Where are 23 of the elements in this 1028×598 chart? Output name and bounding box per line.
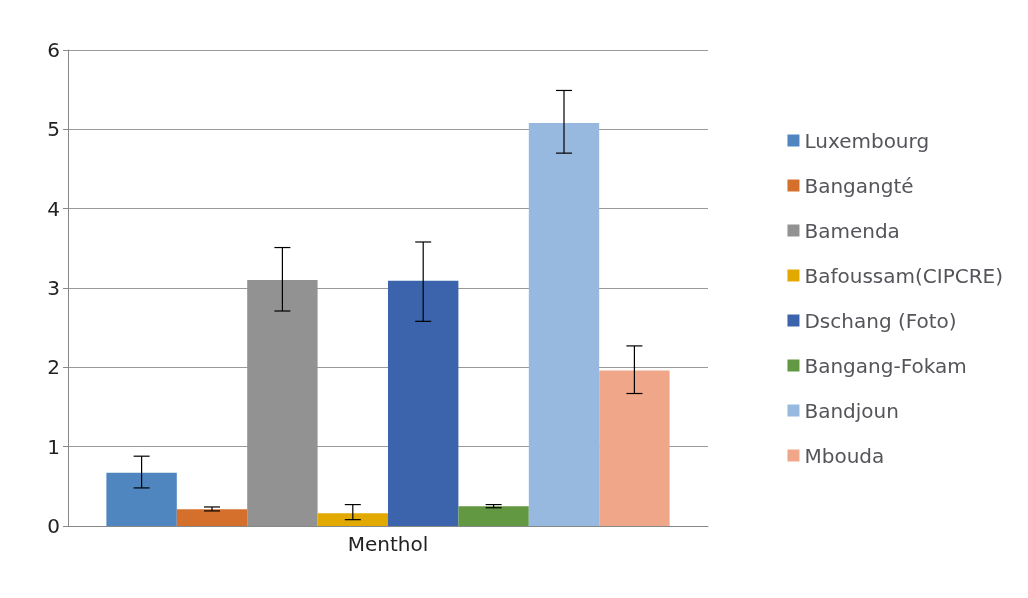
bar [176,509,248,526]
legend-label: Dschang (Foto) [804,308,957,333]
legend-label: Bafoussam(CIPCRE) [804,263,1004,288]
bar [528,122,600,526]
legend-label: Bangang-Fokam [804,353,967,378]
y-tick-label: 2 [47,355,60,380]
y-tick-label: 4 [47,196,60,221]
bar [388,280,459,526]
legend-label: Mbouda [804,443,885,468]
legend-label: Bandjoun [804,398,899,423]
y-tick-label: 3 [47,276,60,300]
y-tick-label: 0 [47,514,60,538]
y-tick-label: 6 [47,38,60,62]
bar [599,370,670,526]
legend-label: Bangangté [804,173,914,198]
bar [317,513,388,526]
y-tick-label: 1 [47,434,60,459]
bar [458,506,529,526]
legend-label: Bamenda [804,218,900,243]
legend-label: Luxembourg [804,128,930,153]
x-tick-label: Menthol [347,532,429,556]
y-tick-label: 5 [47,117,60,142]
bar [106,472,177,526]
